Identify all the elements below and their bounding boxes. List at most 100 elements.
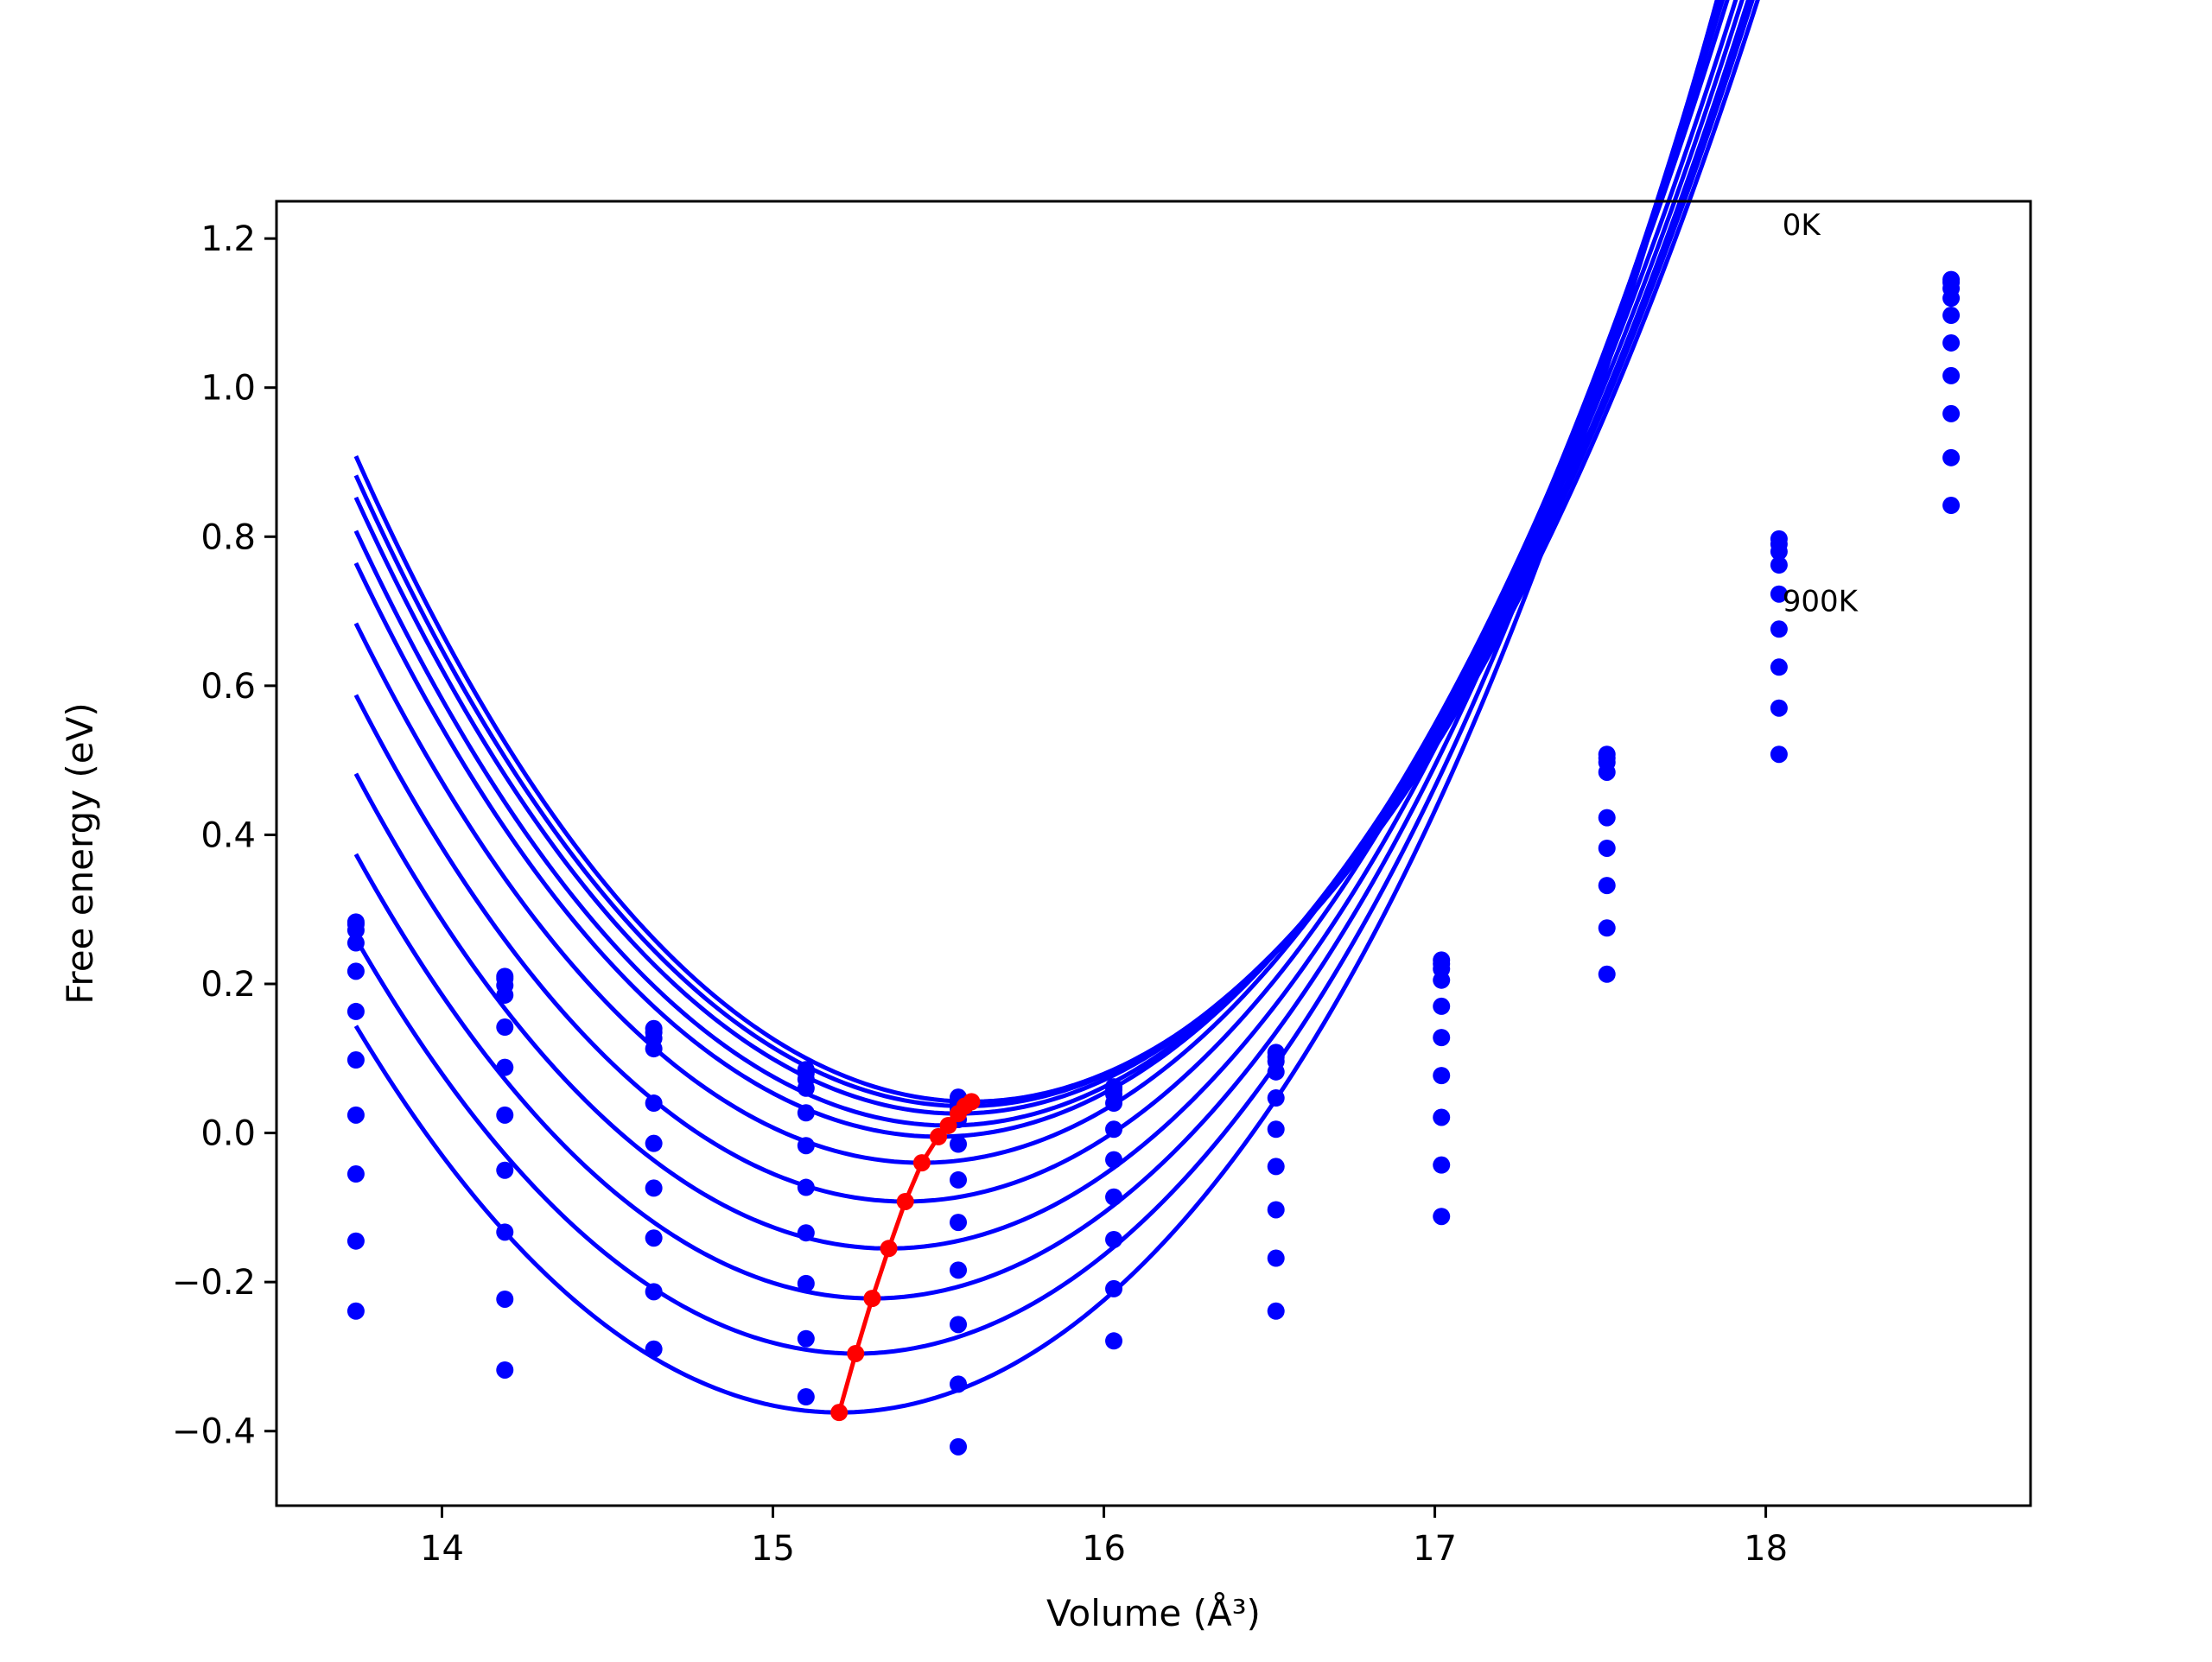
- data-point: [1105, 1151, 1123, 1169]
- data-point: [950, 1135, 968, 1153]
- data-point: [346, 1051, 365, 1069]
- data-point: [1770, 620, 1788, 638]
- data-point: [1598, 877, 1616, 895]
- data-point: [645, 1229, 663, 1247]
- data-point: [950, 1316, 968, 1334]
- data-point: [1942, 289, 1961, 308]
- data-point: [797, 1388, 815, 1406]
- curve-annotation: 900K: [1783, 585, 1859, 619]
- data-point: [950, 1437, 968, 1456]
- data-point: [1433, 1156, 1451, 1174]
- data-point: [346, 1302, 365, 1320]
- data-point: [1942, 448, 1961, 466]
- data-point: [1105, 1094, 1123, 1113]
- data-point: [1770, 658, 1788, 676]
- data-point: [1598, 809, 1616, 827]
- data-point: [1433, 1029, 1451, 1047]
- data-point: [797, 1224, 815, 1242]
- data-point: [1105, 1279, 1123, 1297]
- data-point: [950, 1375, 968, 1393]
- y-tick-label: 1.2: [200, 219, 256, 259]
- minimum-point: [939, 1116, 957, 1134]
- data-point: [496, 1058, 514, 1076]
- data-point: [1770, 556, 1788, 574]
- data-point: [797, 1079, 815, 1097]
- fit-curves: [353, 0, 1760, 1415]
- data-point: [1598, 919, 1616, 937]
- data-point: [346, 921, 365, 939]
- data-point: [1770, 745, 1788, 764]
- data-point: [1267, 1302, 1285, 1320]
- data-point: [1267, 1089, 1285, 1107]
- annotations: 0K 900K: [1783, 208, 1859, 619]
- y-tick-label: 0.0: [200, 1114, 256, 1154]
- data-point: [1433, 1208, 1451, 1226]
- data-point: [797, 1274, 815, 1292]
- x-tick-label: 17: [1413, 1529, 1457, 1569]
- minimum-point: [880, 1240, 898, 1258]
- data-point: [1105, 1332, 1123, 1350]
- data-point: [950, 1170, 968, 1189]
- y-axis-title: Free energy (eV): [59, 702, 101, 1005]
- data-point: [645, 1340, 663, 1358]
- data-point: [496, 1161, 514, 1179]
- data-point: [346, 934, 365, 952]
- y-tick-label: −0.4: [172, 1412, 256, 1452]
- fit-curve-9: [353, 0, 1720, 1356]
- data-point: [797, 1329, 815, 1348]
- data-point: [645, 1040, 663, 1058]
- data-point: [1942, 366, 1961, 384]
- data-point: [797, 1137, 815, 1155]
- x-tick-label: 18: [1744, 1529, 1788, 1569]
- data-point: [645, 1283, 663, 1301]
- data-point: [1433, 1067, 1451, 1085]
- x-tick-label: 14: [420, 1529, 464, 1569]
- minimum-point: [930, 1127, 948, 1145]
- data-point: [1433, 997, 1451, 1015]
- data-point: [1267, 1063, 1285, 1081]
- data-point: [1267, 1249, 1285, 1267]
- data-point: [1598, 965, 1616, 983]
- minimum-point: [830, 1404, 849, 1422]
- x-axis-title: Volume (Å³): [1046, 1591, 1261, 1634]
- x-tick-label: 16: [1082, 1529, 1126, 1569]
- curve-annotation: 0K: [1783, 208, 1822, 243]
- data-point: [1433, 1108, 1451, 1126]
- data-point: [1770, 542, 1788, 561]
- data-point: [1105, 1230, 1123, 1248]
- data-point: [1267, 1201, 1285, 1219]
- minimum-point: [847, 1344, 865, 1362]
- data-point: [496, 1018, 514, 1037]
- fit-curve-1: [353, 0, 1755, 1109]
- fit-curve-6: [353, 0, 1726, 1204]
- data-point: [1770, 699, 1788, 717]
- data-point: [496, 1290, 514, 1308]
- fit-curve-4: [353, 0, 1738, 1139]
- data-point: [1942, 404, 1961, 422]
- y-axis-ticks: −0.4 −0.2 0.0 0.2 0.4 0.6 0.8 1.0 1.2: [172, 219, 276, 1452]
- data-point: [645, 1094, 663, 1113]
- fit-curve-5: [353, 0, 1730, 1165]
- fit-curve-10: [353, 0, 1719, 1415]
- data-point: [797, 1104, 815, 1122]
- y-tick-label: 0.6: [200, 667, 256, 707]
- fit-curve-3: [353, 0, 1745, 1128]
- data-point: [346, 1165, 365, 1183]
- data-point: [1942, 333, 1961, 352]
- fit-curve-2: [353, 0, 1751, 1116]
- minimum-point: [950, 1105, 968, 1123]
- data-point: [496, 1361, 514, 1379]
- minimum-point: [863, 1290, 881, 1308]
- data-point: [346, 1002, 365, 1020]
- data-point: [1942, 307, 1961, 325]
- data-point: [346, 1232, 365, 1250]
- data-point: [1433, 971, 1451, 989]
- data-point: [496, 1223, 514, 1241]
- y-tick-label: 0.8: [200, 517, 256, 557]
- data-point: [1598, 763, 1616, 781]
- data-point: [1105, 1188, 1123, 1206]
- data-point: [1267, 1120, 1285, 1139]
- fit-curve-0: [353, 0, 1760, 1104]
- data-point: [1598, 839, 1616, 857]
